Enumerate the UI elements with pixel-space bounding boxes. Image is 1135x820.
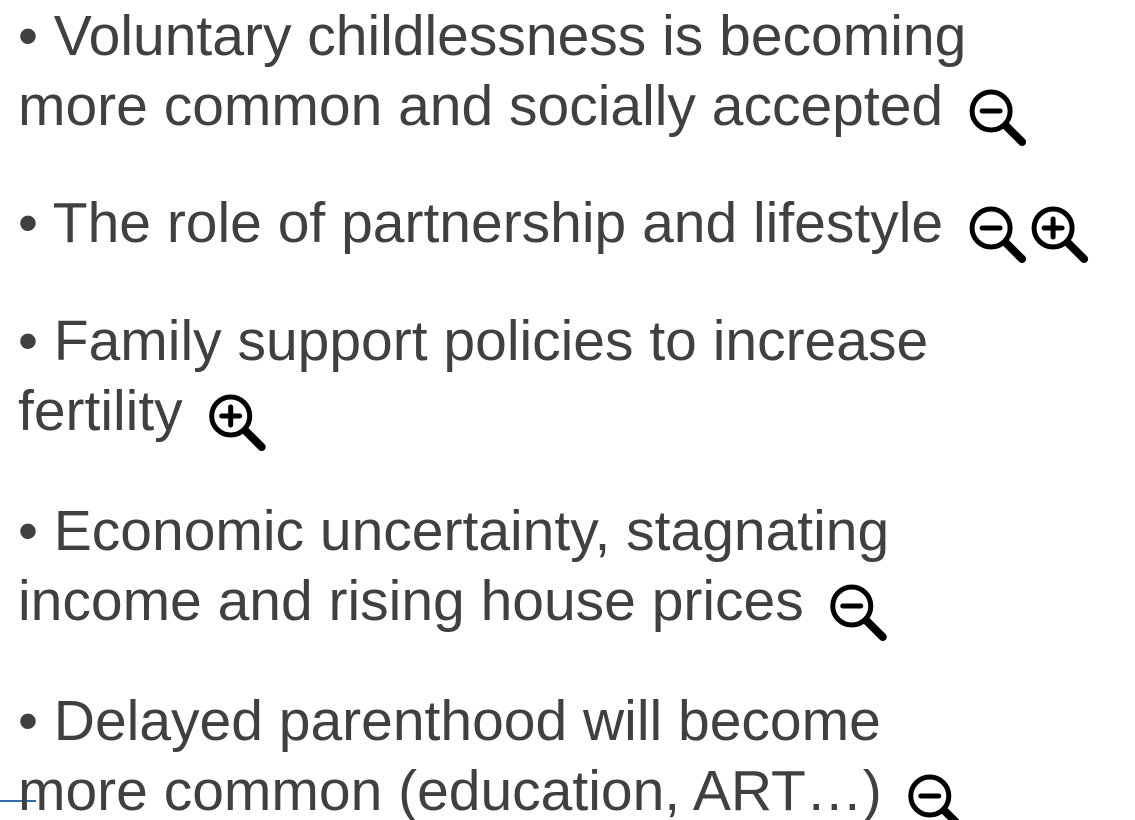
bullet-text-line: more common (education, ART…)	[18, 759, 882, 820]
handle	[1064, 239, 1089, 263]
lens	[830, 584, 874, 628]
bullet-text-line: • Family support policies to increase	[18, 309, 928, 373]
lens	[209, 394, 253, 438]
lens	[908, 774, 952, 818]
magnifier-minus-icon	[969, 89, 1027, 146]
magnifier-minus-icon	[830, 584, 887, 641]
lens	[969, 89, 1013, 133]
bullet-text-line: more common and socially accepted	[18, 74, 943, 138]
handle	[862, 617, 887, 641]
magnifier-minus-icon	[908, 774, 960, 820]
bullet-text-line: • Economic uncertainty, stagnating	[18, 499, 889, 563]
handle	[1002, 122, 1027, 146]
handle	[940, 807, 960, 820]
handle	[241, 427, 266, 451]
lens	[1031, 206, 1075, 250]
lens	[969, 206, 1013, 250]
bullet-text-line: • The role of partnership and lifestyle	[18, 191, 943, 255]
magnifier-minus-icon	[969, 206, 1027, 263]
bullet-text-line: • Delayed parenthood will become	[18, 689, 881, 753]
bullet-text-line: fertility	[18, 379, 183, 443]
bullet-text-line: income and rising house prices	[18, 569, 804, 633]
magnifier-plus-icon	[209, 394, 266, 451]
bullet-text-line: • Voluntary childlessness is becoming	[18, 4, 966, 68]
handle	[1002, 239, 1027, 263]
magnifier-plus-icon	[1031, 206, 1089, 263]
